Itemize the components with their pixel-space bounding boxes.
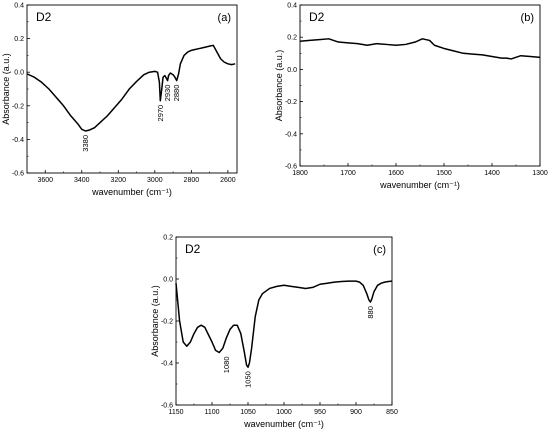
sample-label: D2 (309, 10, 325, 24)
peak-annotation: 2880 (172, 85, 181, 102)
x-tick-label: 3400 (74, 177, 90, 184)
y-tick-label: 0.0 (163, 277, 173, 284)
peak-annotation: 1080 (222, 357, 231, 374)
x-axis-label: wavenumber (cm⁻¹) (243, 419, 324, 429)
sample-label: D2 (185, 242, 201, 256)
x-tick-label: 2600 (220, 177, 236, 184)
panel-label: (b) (521, 12, 534, 24)
plot-frame (175, 236, 393, 406)
chart-panel-c: 1150 1100 1050 1000 950 900 850 -0.6 -0.4 -0.2 0.0… (150, 235, 398, 430)
peak-annotation: 2930 (163, 85, 172, 102)
y-tick-label: 0.2 (163, 235, 173, 242)
y-tick-label: -0.2 (161, 319, 173, 326)
chart-panel-a: 3600 3400 3200 3000 2800 2600 -0.6 -0.4 -0.2 0.0 0… (1, 3, 238, 197)
x-tick-label: 3200 (111, 177, 127, 184)
spectrum-line (175, 280, 393, 368)
x-tick-label: 900 (350, 409, 362, 416)
plot-frame (299, 4, 541, 167)
y-axis-label: Absorbance (a.u.) (274, 50, 284, 122)
y-tick-label: -0.2 (285, 99, 297, 106)
x-tick-label: 3600 (37, 177, 53, 184)
peak-annotation: 3380 (81, 135, 90, 152)
peak-annotation: 1050 (244, 371, 253, 388)
x-tick-label: 1700 (340, 170, 356, 177)
x-tick-label: 1300 (532, 170, 548, 177)
y-tick-label: -0.6 (12, 171, 24, 178)
x-tick-label: 1500 (436, 170, 452, 177)
x-tick-label: 1100 (204, 409, 219, 416)
x-tick-label: 1400 (484, 170, 500, 177)
spectrum-line (26, 44, 236, 132)
y-tick-label: -0.6 (285, 164, 297, 171)
x-tick-label: 1150 (168, 409, 183, 416)
x-tick-label: 1800 (292, 170, 308, 177)
x-tick-label: 1000 (276, 409, 292, 416)
y-tick-label: 0.4 (287, 3, 297, 10)
x-tick-label: 2800 (184, 177, 200, 184)
x-tick-label: 1600 (388, 170, 404, 177)
sample-label: D2 (36, 10, 52, 24)
y-tick-label: -0.2 (12, 103, 24, 110)
peak-annotation: 880 (366, 306, 375, 319)
panel-label: (c) (373, 244, 386, 256)
y-tick-label: 0.2 (287, 35, 297, 42)
x-tick-label: 950 (314, 409, 326, 416)
x-axis-label: wavenumber (cm⁻¹) (379, 180, 460, 190)
y-axis-label: Absorbance (a.u.) (150, 285, 160, 357)
x-axis-label: wavenumber (cm⁻¹) (91, 187, 172, 197)
y-tick-label: -0.4 (12, 137, 24, 144)
spectrum-line (299, 38, 541, 60)
y-axis-label: Absorbance (a.u.) (1, 53, 11, 125)
y-tick-label: -0.6 (161, 403, 173, 410)
y-tick-label: -0.4 (161, 361, 173, 368)
y-tick-label: 0.2 (14, 36, 24, 43)
y-tick-label: 0.0 (287, 67, 297, 74)
chart-panel-b: 1800 1700 1600 1500 1400 1300 -0.6 -0.4 -0.2 0.0 0… (274, 3, 548, 191)
x-tick-label: 3000 (147, 177, 163, 184)
peak-annotation: 2970 (156, 105, 165, 122)
plot-frame (26, 4, 238, 174)
panel-label: (a) (218, 12, 231, 24)
y-tick-label: 0.0 (14, 70, 24, 77)
y-tick-label: -0.4 (285, 131, 297, 138)
y-tick-label: 0.4 (14, 3, 24, 10)
x-tick-label: 850 (386, 409, 398, 416)
x-tick-label: 1050 (240, 409, 256, 416)
